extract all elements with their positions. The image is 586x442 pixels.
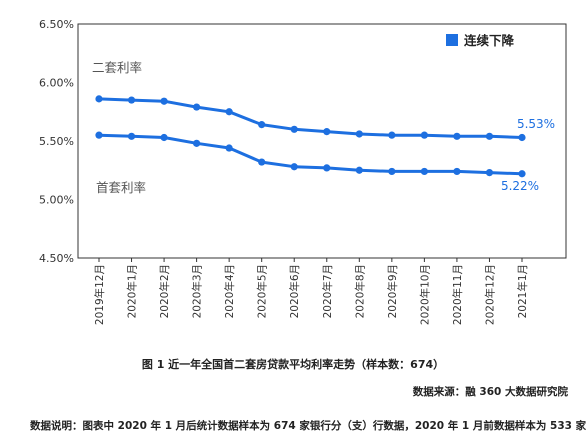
legend-swatch	[446, 34, 458, 46]
data-point	[388, 167, 396, 176]
data-point	[323, 164, 331, 172]
figure-caption: 图 1 近一年全国首二套房贷款平均利率走势（样本数：674）	[141, 358, 445, 371]
x-tick-label: 2020年8月	[353, 264, 366, 318]
data-point	[420, 167, 428, 176]
data-point	[453, 132, 461, 140]
data-point	[225, 144, 233, 152]
data-point	[355, 130, 363, 138]
data-point	[95, 95, 103, 103]
x-tick-label: 2020年2月	[158, 264, 171, 318]
x-tick-label: 2020年6月	[288, 264, 301, 318]
x-tick-label: 2019年12月	[93, 264, 106, 325]
x-tick-label: 2020年1月	[126, 264, 139, 318]
x-tick-label: 2020年9月	[386, 264, 399, 318]
data-point	[355, 166, 363, 174]
data-point	[518, 170, 526, 178]
data-point	[95, 131, 103, 139]
y-tick-label: 4.50%	[39, 252, 74, 265]
series-group	[95, 95, 526, 178]
end-label-first-home: 5.22%	[501, 179, 539, 193]
data-point	[258, 121, 266, 129]
data-point	[193, 103, 201, 111]
series-line-1	[98, 133, 523, 176]
y-tick-label: 6.00%	[39, 77, 74, 90]
data-point	[193, 139, 201, 147]
x-tick-label: 2021年1月	[516, 264, 529, 318]
y-axis-ticks: 4.50% 5.00% 5.50% 6.00% 6.50%	[39, 18, 74, 265]
x-tick-label: 2020年11月	[451, 264, 464, 325]
data-point	[388, 131, 396, 139]
series-line-0	[98, 97, 523, 139]
data-point	[258, 158, 266, 166]
data-point	[485, 132, 494, 140]
chart-frame	[77, 23, 567, 259]
y-tick-label: 5.50%	[39, 135, 74, 148]
x-axis-ticks: 2019年12月 2020年1月 2020年2月 2020年3月 2020年4月 2020…	[93, 258, 529, 325]
data-point	[290, 163, 298, 171]
x-tick-label: 2020年5月	[256, 264, 269, 318]
x-tick-label: 2020年3月	[191, 264, 204, 318]
data-point	[323, 128, 331, 136]
series-label-first-home: 首套利率	[96, 180, 146, 195]
x-tick-label: 2020年4月	[223, 264, 236, 318]
data-note: 数据说明：图表中 2020 年 1 月后统计数据样本为 674 家银行分（支）行…	[30, 420, 586, 432]
legend: 连续下降	[446, 33, 515, 48]
data-source: 数据来源：融 360 大数据研究院	[412, 386, 568, 398]
data-point	[518, 133, 526, 142]
data-point	[453, 167, 461, 176]
x-tick-label: 2020年12月	[483, 264, 496, 325]
y-tick-label: 5.00%	[39, 194, 74, 207]
legend-label: 连续下降	[464, 33, 515, 48]
data-point	[420, 131, 428, 139]
y-tick-label: 6.50%	[39, 18, 74, 31]
data-point	[225, 108, 233, 116]
end-label-second-home: 5.53%	[517, 117, 555, 131]
data-point	[485, 168, 494, 177]
data-point	[127, 132, 136, 140]
data-point	[290, 125, 298, 133]
x-tick-label: 2020年7月	[321, 264, 334, 318]
series-label-second-home: 二套利率	[92, 60, 142, 75]
data-point	[160, 97, 168, 105]
data-point	[127, 96, 136, 104]
x-tick-label: 2020年10月	[418, 264, 431, 325]
rate-trend-chart: 4.50% 5.00% 5.50% 6.00% 6.50% 2019年12月 2020年1…	[39, 18, 567, 325]
data-point	[160, 133, 168, 142]
